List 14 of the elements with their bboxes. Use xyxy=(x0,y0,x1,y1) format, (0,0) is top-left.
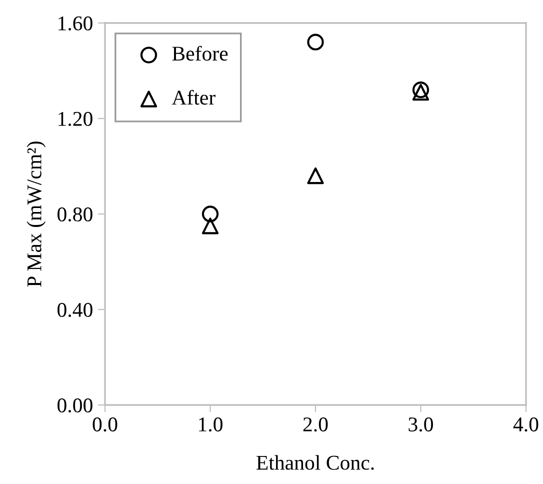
x-tick-label: 4.0 xyxy=(513,417,538,432)
y-axis-title: P Max (mW/cm²) xyxy=(26,142,46,287)
legend-label: After xyxy=(172,90,216,105)
x-tick-label: 3.0 xyxy=(408,417,433,432)
y-tick-label: 0.40 xyxy=(58,302,92,318)
y-tick-label: 1.60 xyxy=(58,16,92,31)
legend-label: Before xyxy=(172,46,228,61)
x-tick-label: 2.0 xyxy=(303,417,328,432)
y-tick-label: 0.80 xyxy=(58,207,92,222)
x-tick-label: 1.0 xyxy=(199,417,222,432)
y-tick-label: 1.20 xyxy=(58,112,92,126)
x-axis-title: Ethanol Conc. xyxy=(256,455,374,470)
x-tick-label: 0.0 xyxy=(92,417,118,432)
y-tick-label: 0.00 xyxy=(58,398,92,413)
